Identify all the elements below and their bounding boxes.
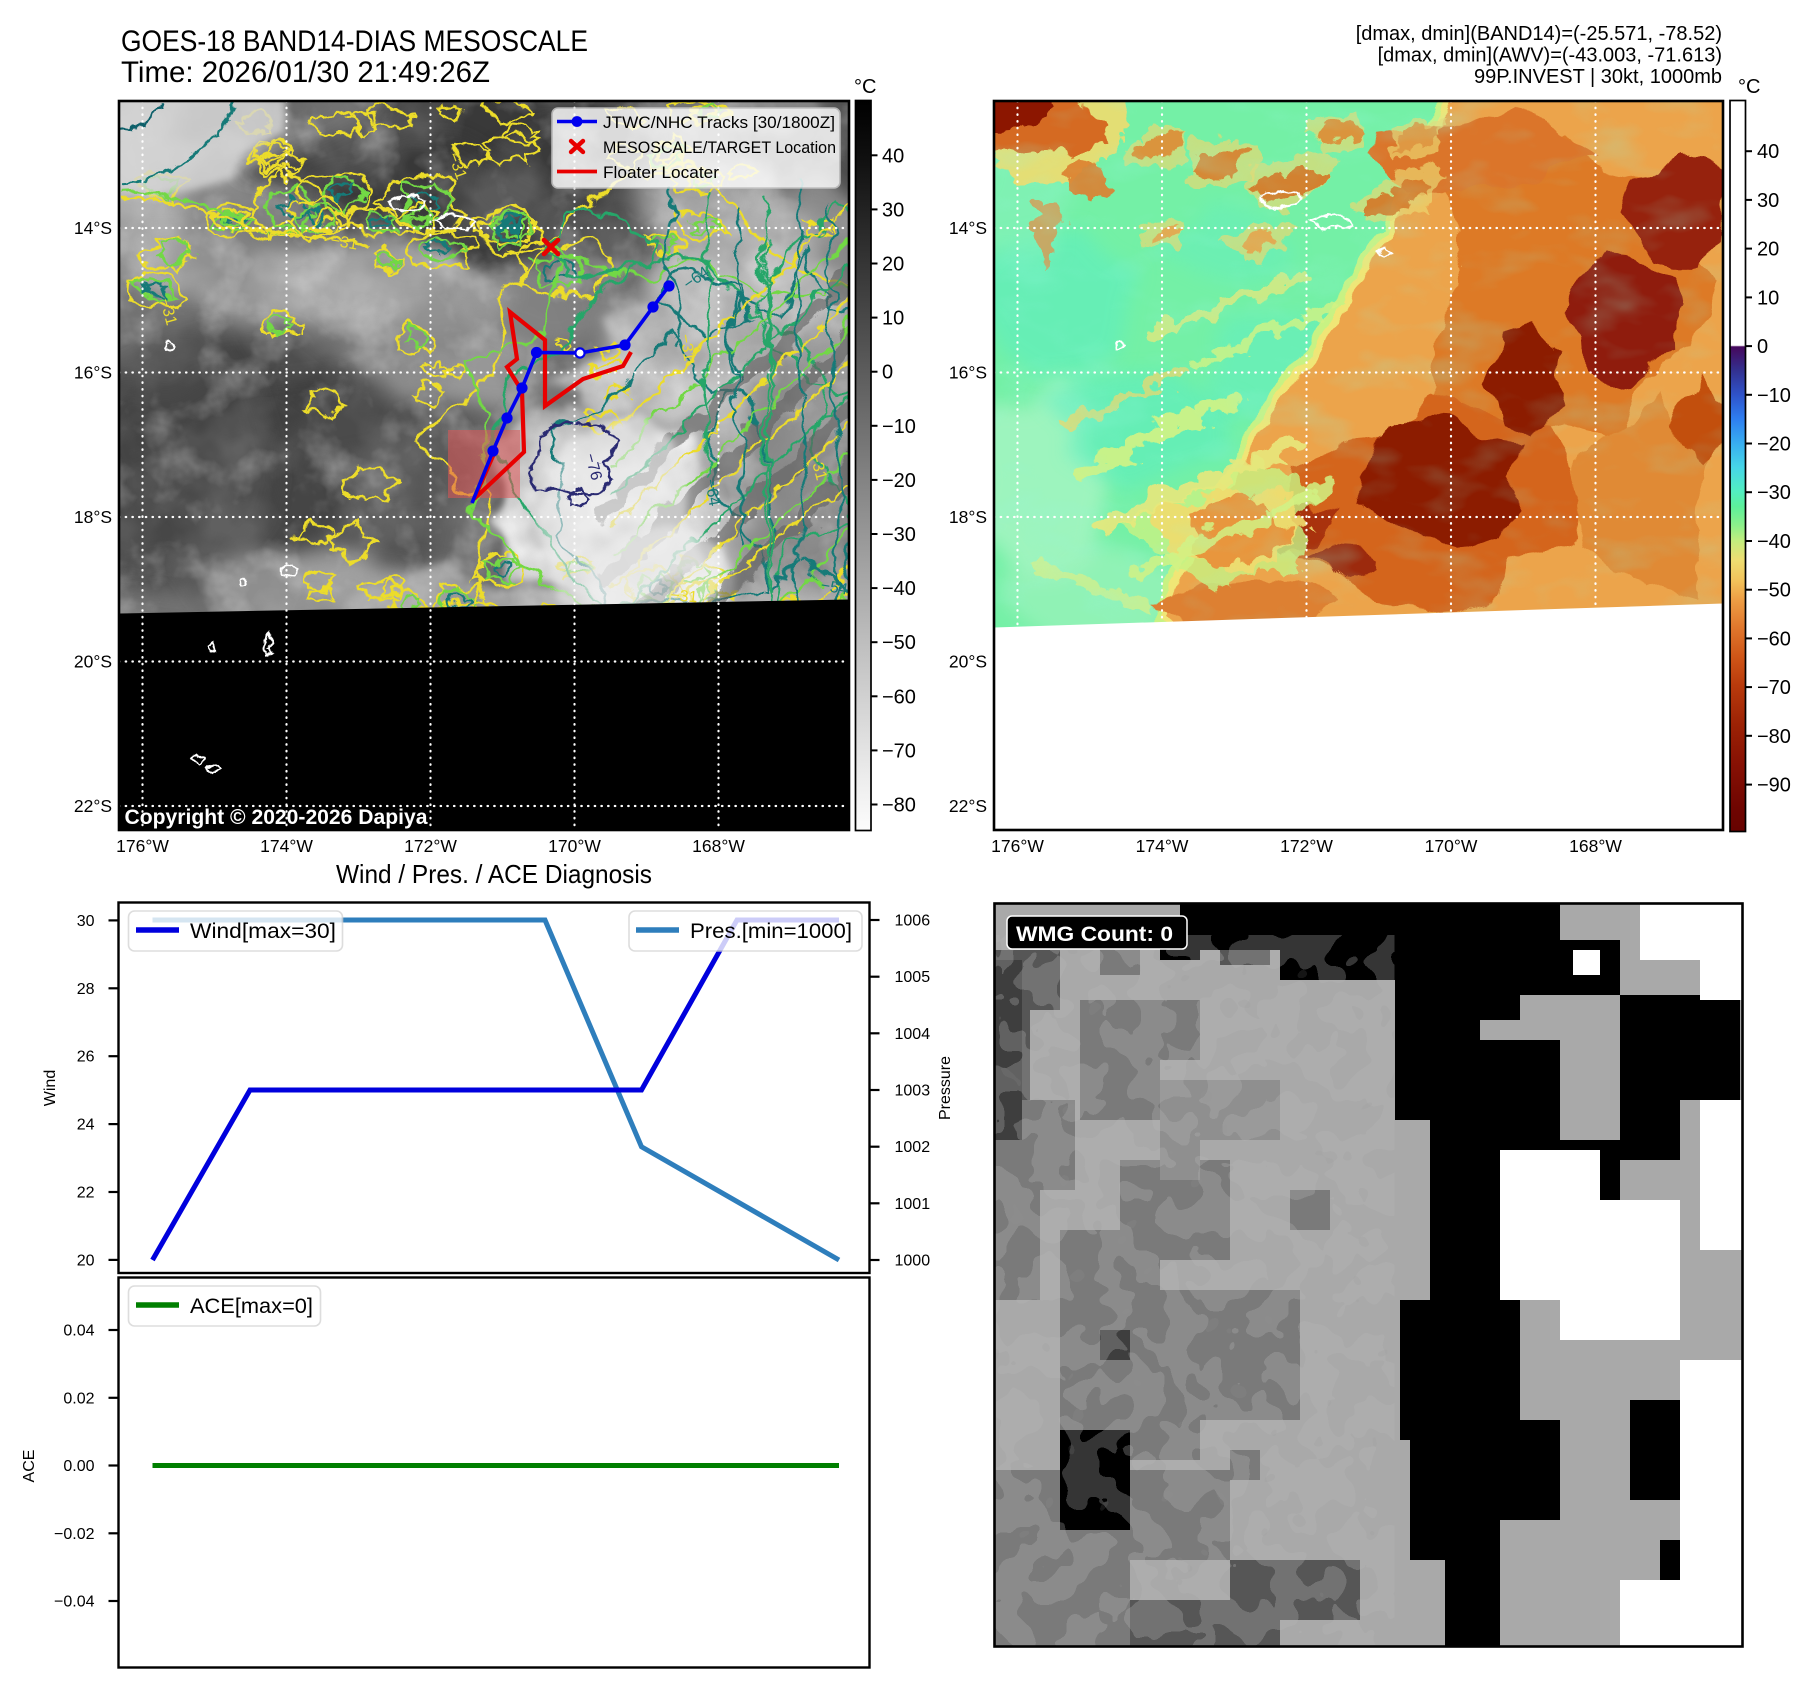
svg-text:−40: −40 (1757, 531, 1791, 553)
svg-text:−10: −10 (882, 416, 916, 438)
svg-text:Floater Locater: Floater Locater (603, 163, 719, 182)
svg-text:°C: °C (1738, 76, 1760, 98)
svg-text:[dmax, dmin](BAND14)=(-25.571,: [dmax, dmin](BAND14)=(-25.571, -78.52) (1356, 23, 1722, 45)
svg-text:14°S: 14°S (949, 218, 987, 238)
svg-text:16°S: 16°S (74, 363, 112, 383)
svg-text:−40: −40 (882, 578, 916, 600)
svg-text:28: 28 (77, 981, 95, 998)
svg-text:−31: −31 (329, 232, 359, 253)
svg-text:1003: 1003 (895, 1083, 931, 1100)
svg-text:Wind: Wind (42, 1070, 59, 1106)
svg-text:18°S: 18°S (949, 507, 987, 527)
svg-text:−0.04: −0.04 (54, 1594, 95, 1611)
svg-text:−64: −64 (701, 478, 722, 508)
svg-text:0: 0 (882, 362, 893, 384)
svg-text:0.00: 0.00 (63, 1458, 94, 1475)
svg-text:−80: −80 (1757, 726, 1791, 748)
svg-text:−0.02: −0.02 (54, 1526, 95, 1543)
svg-text:−80: −80 (882, 795, 916, 817)
svg-text:−10: −10 (1757, 385, 1791, 407)
svg-text:14°S: 14°S (74, 218, 112, 238)
svg-text:174°W: 174°W (260, 836, 313, 856)
svg-text:−31: −31 (670, 587, 699, 606)
svg-text:JTWC/NHC Tracks [30/1800Z]: JTWC/NHC Tracks [30/1800Z] (603, 113, 835, 132)
svg-text:−50: −50 (882, 632, 916, 654)
svg-text:−54: −54 (819, 577, 849, 598)
svg-text:Pres.[min=1000]: Pres.[min=1000] (690, 920, 852, 943)
svg-text:−31: −31 (156, 297, 179, 328)
svg-text:170°W: 170°W (1425, 836, 1478, 856)
svg-text:99P.INVEST | 30kt, 1000mb: 99P.INVEST | 30kt, 1000mb (1474, 66, 1722, 88)
svg-text:0: 0 (1757, 336, 1768, 358)
svg-text:20: 20 (882, 254, 904, 276)
svg-text:174°W: 174°W (1136, 836, 1189, 856)
svg-text:Time: 2026/01/30 21:49:26Z: Time: 2026/01/30 21:49:26Z (121, 56, 490, 89)
svg-text:168°W: 168°W (692, 836, 745, 856)
svg-text:22°S: 22°S (74, 796, 112, 816)
svg-text:−50: −50 (1757, 580, 1791, 602)
svg-text:0.02: 0.02 (63, 1390, 94, 1407)
svg-text:30: 30 (77, 913, 95, 930)
svg-text:−31: −31 (676, 333, 697, 363)
svg-text:1006: 1006 (895, 913, 931, 930)
svg-text:−70: −70 (1757, 677, 1791, 699)
svg-text:10: 10 (1757, 287, 1779, 309)
svg-text:20: 20 (1757, 239, 1779, 261)
svg-text:−70: −70 (882, 740, 916, 762)
svg-text:Wind / Pres. / ACE Diagnosis: Wind / Pres. / ACE Diagnosis (336, 859, 652, 889)
svg-text:[dmax, dmin](AWV)=(-43.003, -7: [dmax, dmin](AWV)=(-43.003, -71.613) (1378, 45, 1722, 67)
svg-text:1002: 1002 (895, 1139, 931, 1156)
svg-text:30: 30 (1757, 190, 1779, 212)
svg-text:ACE: ACE (21, 1450, 38, 1483)
svg-text:1001: 1001 (895, 1196, 931, 1213)
svg-text:−76: −76 (581, 452, 604, 483)
svg-text:26: 26 (77, 1049, 95, 1066)
svg-text:20°S: 20°S (949, 652, 987, 672)
svg-text:18°S: 18°S (74, 507, 112, 527)
svg-text:40: 40 (1757, 141, 1779, 163)
svg-text:168°W: 168°W (1569, 836, 1622, 856)
svg-text:WMG Count: 0: WMG Count: 0 (1016, 923, 1173, 946)
svg-text:−20: −20 (1757, 434, 1791, 456)
svg-text:20: 20 (77, 1252, 95, 1269)
svg-text:176°W: 176°W (991, 836, 1044, 856)
svg-text:22: 22 (77, 1185, 95, 1202)
svg-text:ACE[max=0]: ACE[max=0] (190, 1295, 313, 1318)
svg-text:−60: −60 (882, 686, 916, 708)
svg-text:1004: 1004 (895, 1026, 931, 1043)
svg-text:40: 40 (882, 145, 904, 167)
svg-text:172°W: 172°W (404, 836, 457, 856)
svg-text:−20: −20 (882, 470, 916, 492)
svg-text:MESOSCALE/TARGET Location: MESOSCALE/TARGET Location (603, 138, 836, 157)
svg-text:GOES-18 BAND14-DIAS MESOSCALE: GOES-18 BAND14-DIAS MESOSCALE (121, 25, 588, 58)
svg-text:Copyright © 2020-2026 Dapiya: Copyright © 2020-2026 Dapiya (125, 806, 428, 829)
svg-text:1005: 1005 (895, 969, 931, 986)
svg-text:Wind[max=30]: Wind[max=30] (190, 920, 336, 943)
svg-text:16°S: 16°S (949, 363, 987, 383)
svg-text:22°S: 22°S (949, 796, 987, 816)
svg-text:20°S: 20°S (74, 652, 112, 672)
svg-text:−30: −30 (882, 524, 916, 546)
svg-text:172°W: 172°W (1280, 836, 1333, 856)
svg-text:1000: 1000 (895, 1253, 931, 1270)
svg-text:170°W: 170°W (548, 836, 601, 856)
svg-text:−90: −90 (1757, 775, 1791, 797)
svg-text:24: 24 (77, 1117, 95, 1134)
svg-text:176°W: 176°W (116, 836, 169, 856)
svg-text:Pressure: Pressure (937, 1056, 954, 1120)
svg-text:30: 30 (882, 199, 904, 221)
svg-text:0.04: 0.04 (63, 1323, 94, 1340)
svg-text:−31: −31 (806, 452, 829, 483)
svg-text:°C: °C (854, 76, 876, 98)
svg-text:−30: −30 (1757, 482, 1791, 504)
svg-text:10: 10 (882, 308, 904, 330)
svg-text:−60: −60 (1757, 628, 1791, 650)
